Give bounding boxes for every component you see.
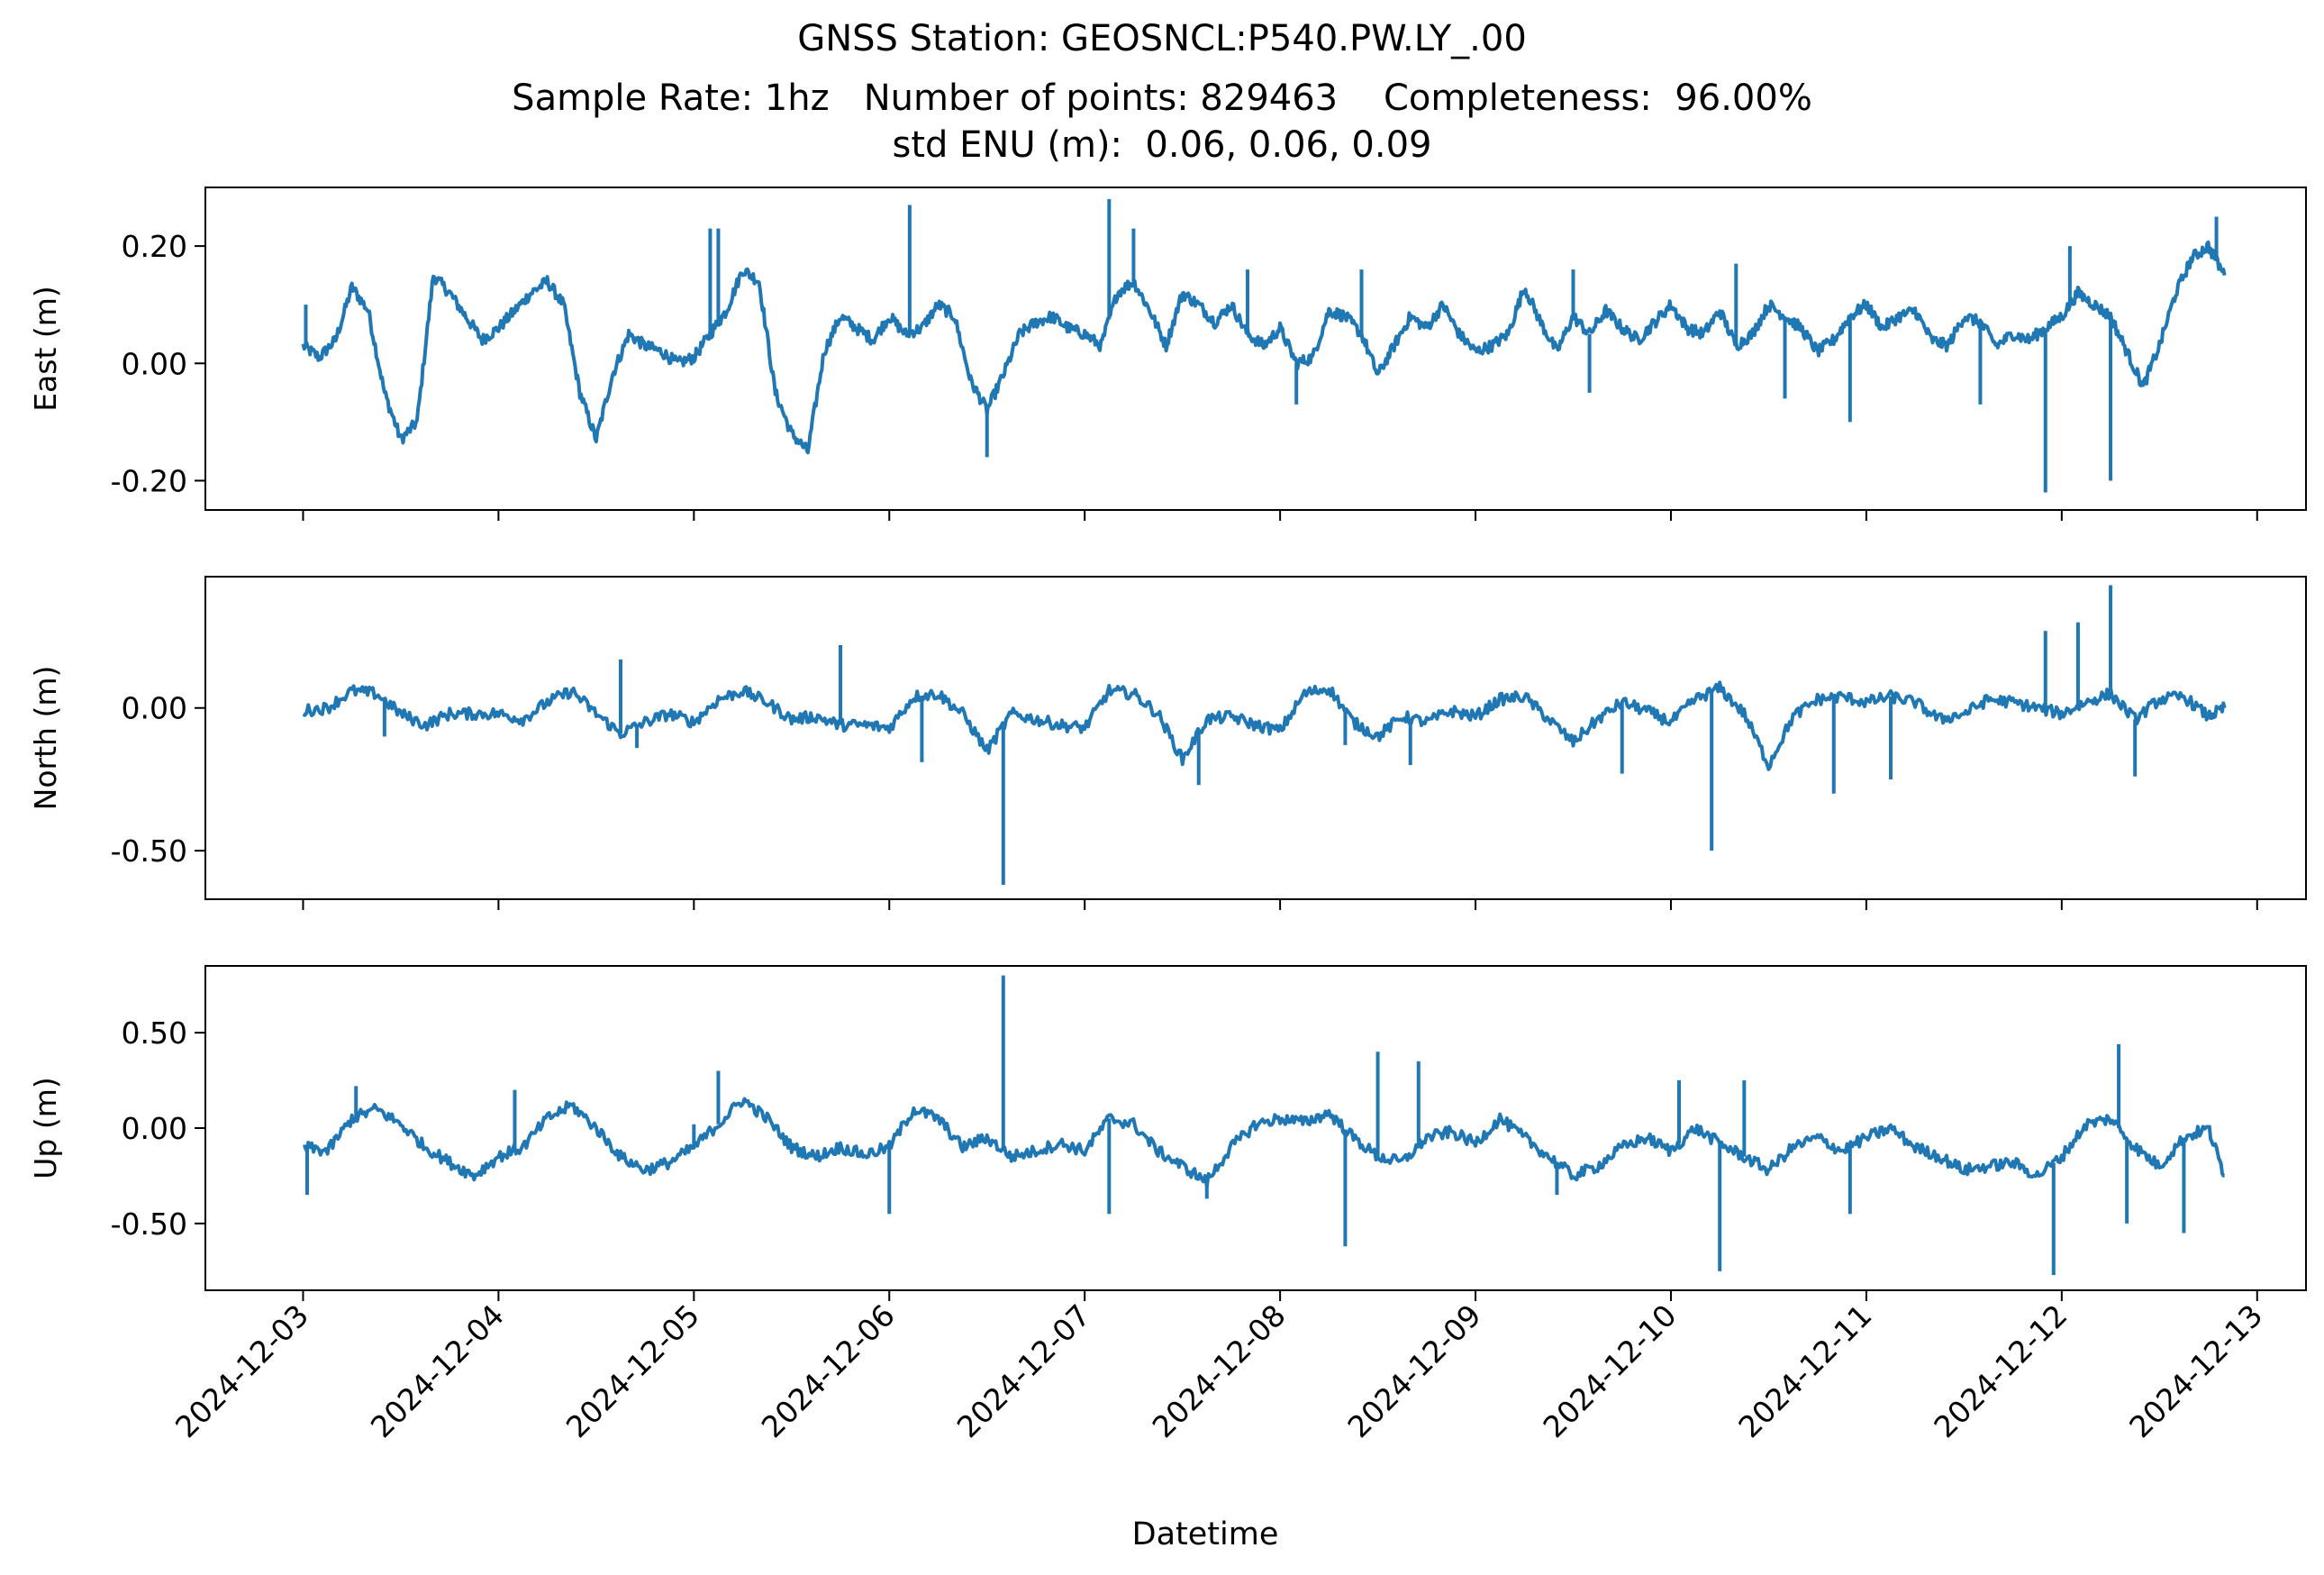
panel-frame-2	[204, 576, 2307, 900]
chart-title-line-2: Sample Rate: 1hz Number of points: 82946…	[512, 77, 1812, 119]
x-tick-label-2: 2024-12-04	[364, 1297, 511, 1444]
y-axis-label-2: North (m)	[28, 666, 63, 811]
x-tick-label-4: 2024-12-06	[755, 1297, 902, 1444]
y-tick-label-3-1: -0.50	[111, 1206, 187, 1242]
panel-frame-1	[204, 187, 2307, 511]
y-tick-label-3-2: 0.00	[122, 1111, 187, 1146]
x-tick-label-3: 2024-12-05	[559, 1297, 706, 1444]
x-tick-label-8: 2024-12-10	[1536, 1297, 1683, 1444]
x-tick-label-6: 2024-12-08	[1146, 1297, 1293, 1444]
y-tick-label-1-1: -0.20	[111, 463, 187, 498]
y-axis-label-1: East (m)	[28, 286, 63, 412]
y-tick-label-3-3: 0.50	[122, 1015, 187, 1051]
x-tick-label-5: 2024-12-07	[950, 1297, 1097, 1444]
x-tick-label-10: 2024-12-12	[1927, 1297, 2074, 1444]
y-tick-label-1-3: 0.20	[122, 229, 187, 264]
series-line-2	[302, 680, 2227, 771]
y-tick-label-1-2: 0.00	[122, 346, 187, 381]
y-tick-label-2-2: 0.00	[122, 691, 187, 726]
series-line-3	[303, 1097, 2226, 1188]
x-tick-label-9: 2024-12-11	[1731, 1297, 1878, 1444]
x-axis-label: Datetime	[1132, 1516, 1279, 1552]
chart-title-line-1: GNSS Station: GEOSNCL:P540.PW.LY_.00	[797, 18, 1527, 59]
series-line-1	[301, 240, 2227, 455]
y-axis-label-3: Up (m)	[28, 1077, 63, 1179]
x-tick-label-11: 2024-12-13	[2122, 1297, 2269, 1444]
chart-title-line-3: std ENU (m): 0.06, 0.06, 0.09	[892, 124, 1432, 166]
y-tick-label-2-1: -0.50	[111, 833, 187, 869]
x-tick-label-7: 2024-12-09	[1341, 1297, 1488, 1444]
x-tick-label-1: 2024-12-03	[168, 1297, 315, 1444]
